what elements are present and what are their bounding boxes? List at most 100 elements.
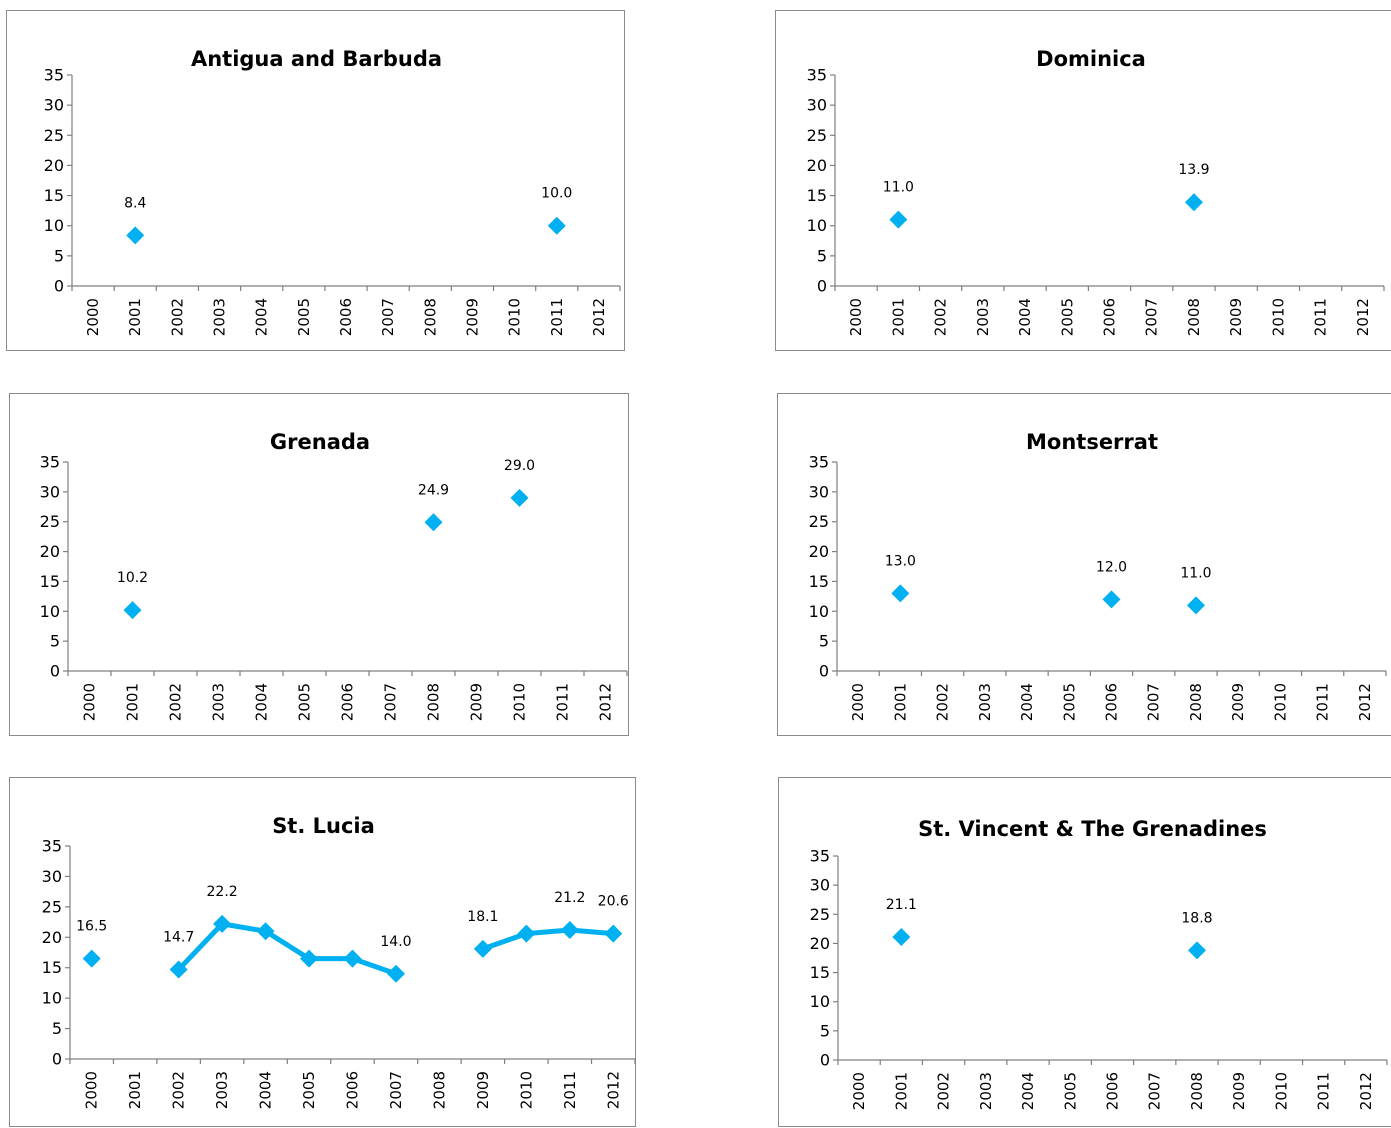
data-label: 10.0 [541, 186, 572, 202]
data-label: 16.5 [76, 919, 107, 935]
data-point-marker [892, 928, 910, 946]
data-label: 21.2 [554, 890, 585, 906]
x-tick-label: 2010 [506, 298, 524, 336]
data-point-marker [891, 584, 909, 602]
x-tick-label: 2004 [1018, 683, 1036, 721]
y-tick-label: 35 [810, 847, 830, 866]
y-tick-label: 0 [820, 1051, 830, 1070]
x-tick-label: 2006 [1101, 298, 1119, 336]
chart-title: Antigua and Barbuda [191, 47, 442, 71]
x-tick-label: 2002 [170, 1071, 188, 1109]
x-tick-label: 2010 [1269, 298, 1287, 336]
chart-title: St. Vincent & The Grenadines [918, 817, 1267, 841]
y-tick-label: 10 [40, 602, 60, 621]
data-label: 29.0 [504, 458, 535, 474]
x-tick-label: 2004 [253, 683, 271, 721]
chart-title: Montserrat [1026, 430, 1158, 454]
y-tick-label: 35 [42, 837, 62, 856]
y-tick-label: 30 [810, 876, 830, 895]
y-tick-label: 10 [809, 602, 829, 621]
x-tick-label: 2000 [847, 298, 865, 336]
data-label: 22.2 [207, 884, 238, 900]
x-tick-label: 2004 [1016, 298, 1034, 336]
data-label: 14.0 [380, 934, 411, 950]
y-tick-label: 0 [50, 662, 60, 681]
x-tick-label: 2003 [213, 1071, 231, 1109]
x-tick-label: 2010 [517, 1071, 535, 1109]
x-tick-label: 2005 [295, 298, 313, 336]
x-tick-label: 2010 [1271, 683, 1289, 721]
x-tick-label: 2008 [1188, 1072, 1206, 1110]
y-tick-label: 20 [810, 934, 830, 953]
series-line [179, 924, 396, 974]
x-tick-label: 2000 [849, 683, 867, 721]
x-tick-label: 2001 [126, 298, 144, 336]
chart-svg: Antigua and Barbuda 0 5 10 15 20 25 30 35 2000 200… [7, 11, 626, 352]
y-tick-label: 30 [40, 482, 60, 501]
x-tick-label: 2010 [1272, 1072, 1290, 1110]
x-tick-label: 2003 [974, 298, 992, 336]
x-tick-label: 2009 [474, 1071, 492, 1109]
x-tick-label: 2011 [1312, 298, 1330, 336]
y-tick-label: 5 [817, 246, 827, 265]
x-tick-label: 2003 [211, 298, 229, 336]
x-tick-label: 2001 [889, 298, 907, 336]
y-tick-label: 35 [44, 66, 64, 85]
y-tick-label: 25 [809, 512, 829, 531]
chart-svg: St. Vincent & The Grenadines 0 5 10 15 20 25 30… [779, 778, 1391, 1128]
data-point-marker [83, 950, 101, 968]
x-tick-label: 2001 [126, 1071, 144, 1109]
x-tick-label: 2002 [167, 683, 185, 721]
chart-title: St. Lucia [272, 814, 375, 838]
y-tick-label: 5 [819, 632, 829, 651]
x-tick-label: 2001 [891, 683, 909, 721]
y-tick-label: 30 [807, 96, 827, 115]
x-tick-label: 2002 [935, 1072, 953, 1110]
x-tick-label: 2004 [257, 1071, 275, 1109]
data-point-marker [561, 921, 579, 939]
chart-svg: Montserrat 0 5 10 15 20 25 30 35 2000 2001 2002 2003… [778, 394, 1391, 737]
data-point-marker [511, 489, 529, 507]
data-point-marker [124, 601, 142, 619]
y-tick-label: 0 [54, 277, 64, 296]
x-tick-label: 2011 [554, 683, 572, 721]
x-tick-label: 2009 [463, 298, 481, 336]
data-point-marker [344, 950, 362, 968]
x-tick-label: 2012 [1356, 683, 1374, 721]
x-tick-label: 2007 [379, 298, 397, 336]
y-tick-label: 25 [44, 126, 64, 145]
y-tick-label: 0 [817, 277, 827, 296]
y-tick-label: 20 [807, 156, 827, 175]
x-tick-label: 2000 [850, 1072, 868, 1110]
x-tick-label: 2005 [296, 683, 314, 721]
y-tick-label: 10 [44, 216, 64, 235]
x-tick-label: 2000 [83, 1071, 101, 1109]
x-tick-label: 2004 [1019, 1072, 1037, 1110]
x-tick-label: 2009 [1229, 683, 1247, 721]
data-label: 24.9 [418, 482, 449, 498]
y-tick-label: 15 [810, 963, 830, 982]
y-tick-label: 15 [809, 572, 829, 591]
data-point-marker [126, 226, 144, 244]
x-tick-label: 2003 [977, 1072, 995, 1110]
y-tick-label: 15 [807, 186, 827, 205]
data-point-marker [474, 940, 492, 958]
x-tick-label: 2008 [425, 683, 443, 721]
x-tick-label: 2002 [932, 298, 950, 336]
x-tick-label: 2000 [84, 298, 102, 336]
chart-panel-grenada: Grenada 0 5 10 15 20 25 30 35 2000 2001 2002 2003 200… [9, 393, 629, 736]
x-tick-label: 2005 [1058, 298, 1076, 336]
chart-svg: Grenada 0 5 10 15 20 25 30 35 2000 2001 2002 2003 200… [10, 394, 630, 737]
y-tick-label: 0 [819, 662, 829, 681]
y-tick-label: 10 [810, 992, 830, 1011]
y-tick-label: 20 [809, 542, 829, 561]
x-tick-label: 2006 [1104, 1072, 1122, 1110]
chart-svg: Dominica 0 5 10 15 20 25 30 35 2000 2001 2002 2003 20… [776, 11, 1391, 352]
y-tick-label: 15 [40, 572, 60, 591]
series-line [483, 930, 613, 949]
y-tick-label: 35 [40, 453, 60, 472]
x-tick-label: 2010 [511, 683, 529, 721]
y-tick-label: 25 [40, 512, 60, 531]
y-tick-label: 20 [44, 156, 64, 175]
x-tick-label: 2012 [604, 1071, 622, 1109]
